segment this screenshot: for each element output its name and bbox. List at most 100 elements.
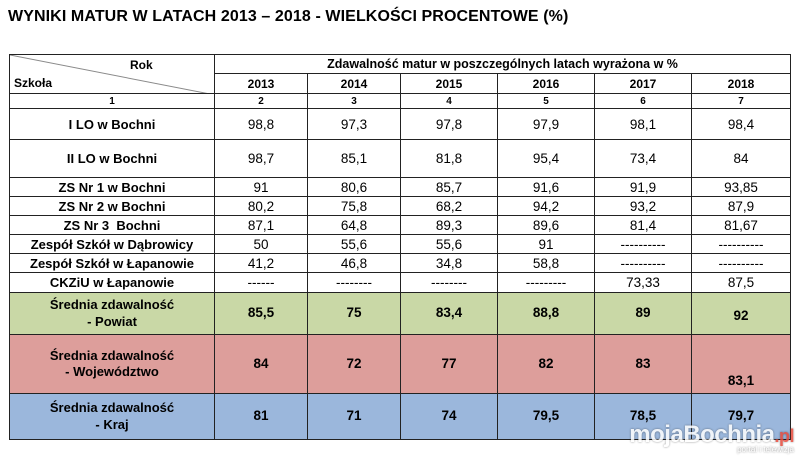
header-year: 2016 (497, 73, 595, 94)
table-cell: 83 (594, 334, 692, 394)
table-cell: -------- (400, 272, 498, 293)
table-cell: 81,4 (594, 215, 692, 235)
column-index: 3 (307, 93, 401, 109)
table-cell: 89,6 (497, 215, 595, 235)
school-name: II LO w Bochni (9, 139, 215, 178)
school-name: CKZiU w Łapanowie (9, 272, 215, 293)
table-cell: 98,8 (214, 108, 308, 140)
table-cell: 85,5 (214, 292, 308, 335)
table-cell: 87,9 (690, 196, 792, 216)
page-title: WYNIKI MATUR W LATACH 2013 – 2018 - WIEL… (8, 8, 569, 25)
school-name: ZS Nr 3 Bochni (9, 215, 215, 235)
table-cell: 97,8 (400, 108, 498, 140)
table-cell: 80,2 (214, 196, 308, 216)
watermark-logo: mojaBochnia.pl portal i telewizja (629, 421, 794, 454)
table-cell: 75 (307, 292, 401, 335)
header-row-1: Rok Szkoła Zdawalność matur w poszczegól… (9, 54, 792, 94)
table-cell: 89,3 (400, 215, 498, 235)
table-cell: 46,8 (307, 253, 401, 273)
table-cell: 85,7 (400, 177, 498, 197)
watermark-subtitle: portal i telewizja (737, 445, 794, 454)
table-cell: ---------- (690, 253, 792, 273)
table-cell: 83,1 (690, 334, 792, 394)
table-cell: 71 (307, 393, 401, 440)
table-cell: 93,85 (690, 177, 792, 197)
watermark-tld: .pl (774, 426, 795, 446)
average-label-kraj: Średnia zdawalność - Kraj (9, 393, 215, 440)
table-cell: 41,2 (214, 253, 308, 273)
results-table: Rok Szkoła Zdawalność matur w poszczegól… (9, 54, 792, 440)
table-cell: 58,8 (497, 253, 595, 273)
table-cell: 83,4 (400, 292, 498, 335)
table-cell: 80,6 (307, 177, 401, 197)
table-cell: 91,6 (497, 177, 595, 197)
school-name: ZS Nr 2 w Bochni (9, 196, 215, 216)
table-cell: 79,5 (497, 393, 595, 440)
column-index: 7 (690, 93, 792, 109)
table-cell: 81,8 (400, 139, 498, 178)
table-cell: 78,5 (594, 393, 692, 440)
table-cell: 77 (400, 334, 498, 394)
table-cell: 97,3 (307, 108, 401, 140)
table-cell: ------ (214, 272, 308, 293)
header-year: 2018 (690, 73, 792, 94)
table-row: ZS Nr 2 w Bochni 80,2 75,8 68,2 94,2 93,… (9, 196, 792, 216)
header-year: 2015 (400, 73, 498, 94)
watermark-brand: mojaBochnia.pl (629, 421, 794, 449)
column-index: 6 (594, 93, 692, 109)
watermark-brand-name: mojaBochnia (629, 421, 775, 448)
table-cell: 87,1 (214, 215, 308, 235)
table-row: II LO w Bochni 98,7 85,1 81,8 95,4 73,4 … (9, 139, 792, 178)
header-szkola: Szkoła (14, 76, 53, 90)
header-rok: Rok (130, 58, 153, 72)
table-cell: 91 (497, 234, 595, 254)
column-index: 4 (400, 93, 498, 109)
average-label-line1: Średnia zdawalność (49, 400, 175, 416)
column-index: 1 (9, 93, 215, 109)
average-label-line2: - Województwo (65, 364, 159, 379)
table-cell: 92 (690, 292, 792, 335)
header-index-row: 1 2 3 4 5 6 7 (9, 93, 792, 109)
table-cell: 81 (214, 393, 308, 440)
average-label-wojewodztwo: Średnia zdawalność - Województwo (9, 334, 215, 394)
table-cell: 72 (307, 334, 401, 394)
table-cell: 85,1 (307, 139, 401, 178)
header-year: 2014 (307, 73, 401, 94)
table-cell: 73,4 (594, 139, 692, 178)
table-cell: 64,8 (307, 215, 401, 235)
column-index: 5 (497, 93, 595, 109)
table-row: ZS Nr 1 w Bochni 91 80,6 85,7 91,6 91,9 … (9, 177, 792, 197)
table-cell: 91,9 (594, 177, 692, 197)
corner-cell: Rok Szkoła (9, 54, 215, 94)
table-cell: ---------- (690, 234, 792, 254)
table-row: ZS Nr 3 Bochni 87,1 64,8 89,3 89,6 81,4 … (9, 215, 792, 235)
header-year: 2013 (214, 73, 308, 94)
header-year: 2017 (594, 73, 692, 94)
table-cell: 73,33 (594, 272, 692, 293)
table-cell: 98,1 (594, 108, 692, 140)
table-cell: 68,2 (400, 196, 498, 216)
table-cell: 88,8 (497, 292, 595, 335)
table-cell: 34,8 (400, 253, 498, 273)
table-cell: -------- (307, 272, 401, 293)
average-label-line2: - Powiat (87, 313, 137, 329)
table-cell: 98,7 (214, 139, 308, 178)
header-group: Zdawalność matur w poszczególnych latach… (213, 54, 792, 74)
table-cell: 74 (400, 393, 498, 440)
column-index: 2 (214, 93, 308, 109)
table-cell: 84 (214, 334, 308, 394)
table-cell: 55,6 (400, 234, 498, 254)
table-cell: 82 (497, 334, 595, 394)
table-row: Zespół Szkół w Dąbrowicy 50 55,6 55,6 91… (9, 234, 792, 254)
school-name: Zespół Szkół w Dąbrowicy (9, 234, 215, 254)
table-cell: 84 (690, 139, 792, 178)
table-cell: 94,2 (497, 196, 595, 216)
school-name: Zespół Szkół w Łapanowie (9, 253, 215, 273)
average-row-powiat: Średnia zdawalność - Powiat 85,5 75 83,4… (9, 292, 792, 335)
table-cell: 81,67 (690, 215, 792, 235)
average-label-powiat: Średnia zdawalność - Powiat (9, 292, 215, 335)
average-row-wojewodztwo: Średnia zdawalność - Województwo 84 72 7… (9, 334, 792, 394)
average-label-line1: Średnia zdawalność (49, 297, 175, 313)
table-cell: 97,9 (497, 108, 595, 140)
table-cell: 55,6 (307, 234, 401, 254)
